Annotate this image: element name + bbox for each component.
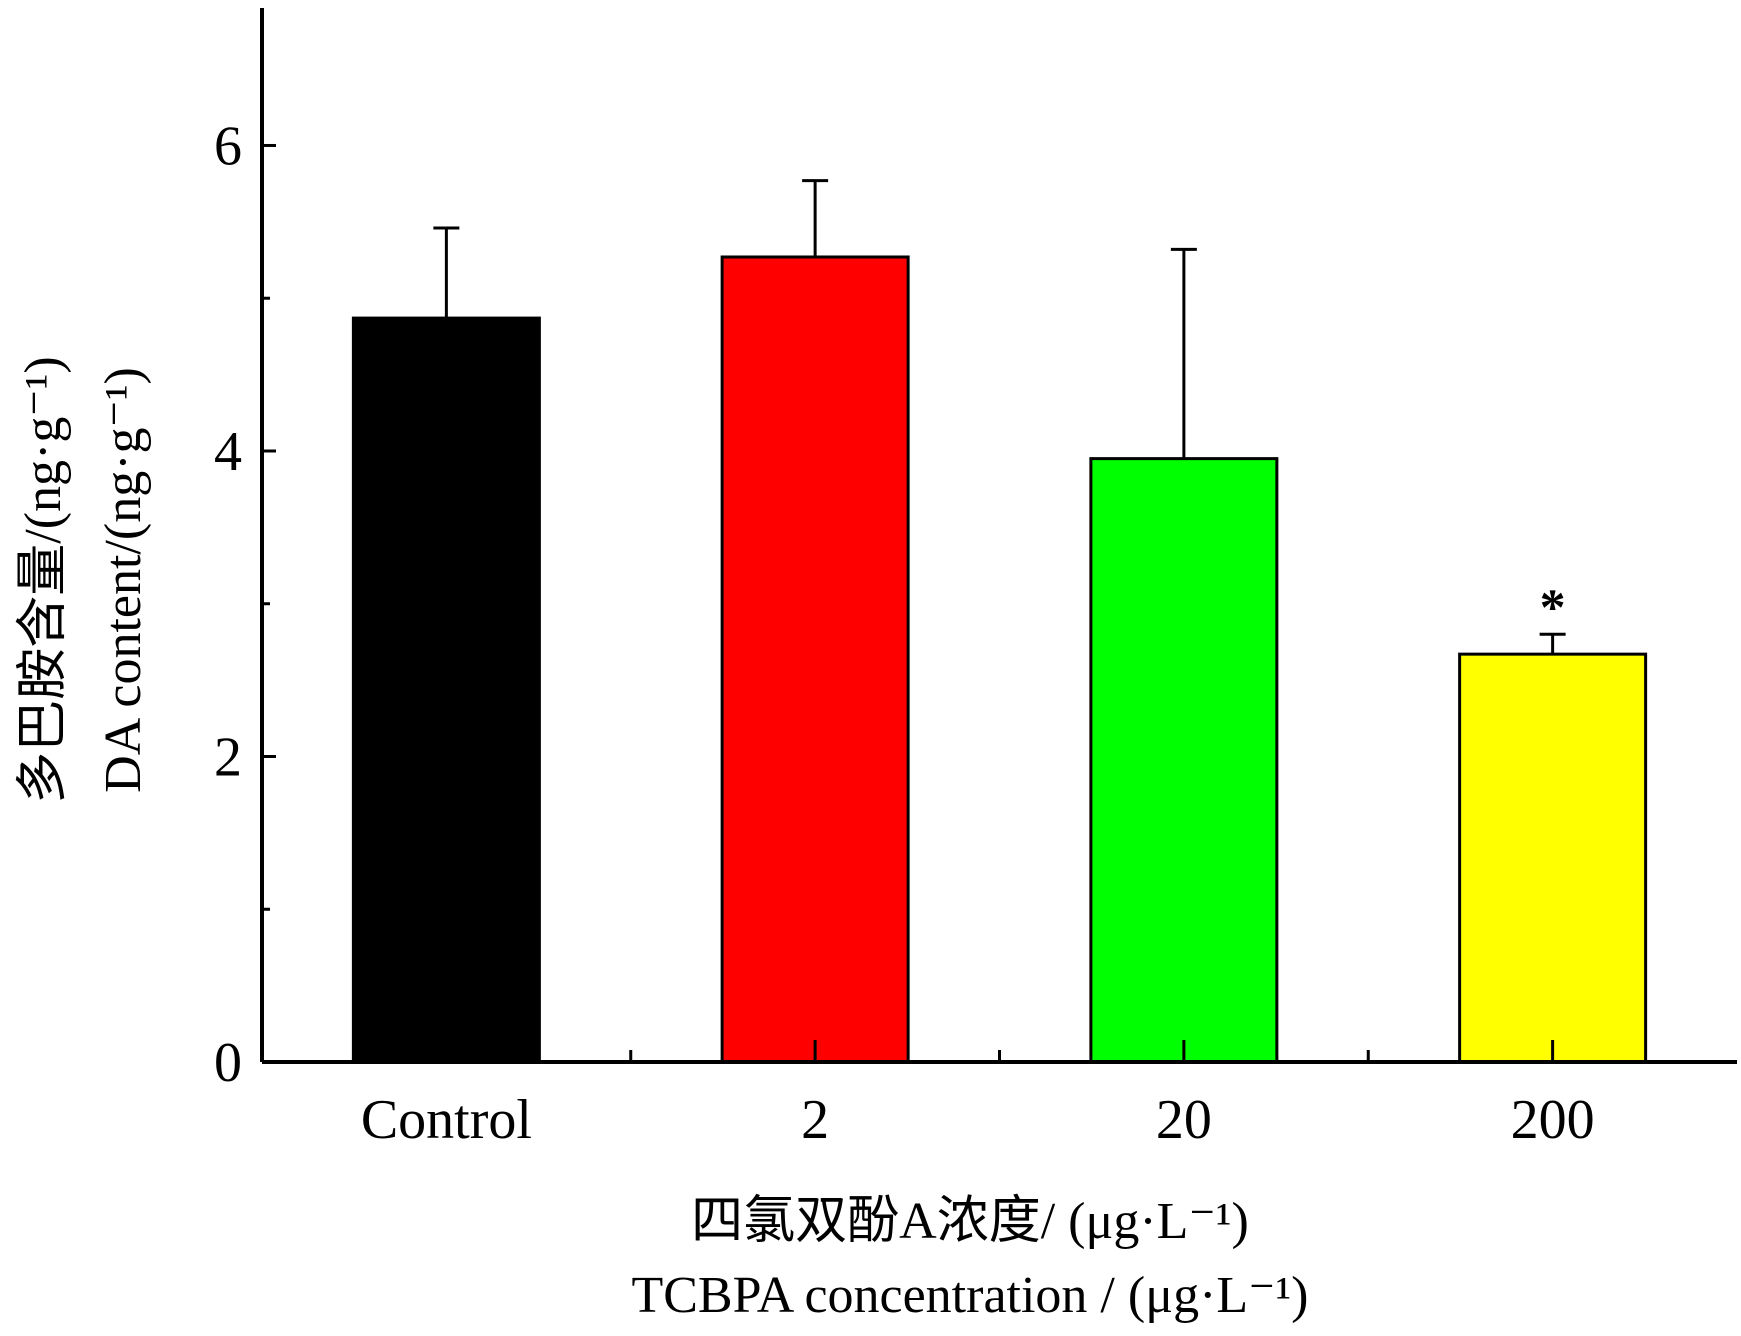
bars-layer <box>351 179 1648 1064</box>
y-axis-title-en: DA content/(ng·g⁻¹) <box>95 367 152 793</box>
x-tick-label: 20 <box>1156 1089 1212 1151</box>
x-tick-label: 2 <box>801 1089 829 1151</box>
bar <box>720 255 910 1064</box>
x-axis-title-en: TCBPA concentration / (μg·L⁻¹) <box>631 1267 1308 1324</box>
bar <box>351 316 541 1064</box>
y-tick-label: 2 <box>214 726 242 788</box>
y-tick-label: 0 <box>214 1032 242 1094</box>
significance-mark: * <box>1540 579 1566 636</box>
x-axis-title-cn: 四氯双酚A浓度/ (μg·L⁻¹) <box>691 1193 1249 1250</box>
x-tick-label: Control <box>361 1089 532 1151</box>
y-tick-label: 4 <box>214 421 242 483</box>
axes-layer <box>260 8 1737 1064</box>
labels-layer: 四氯双酚A浓度/ (μg·L⁻¹) TCBPA concentration / … <box>15 115 1595 1324</box>
y-axis-title-cn: 多巴胺含量/(ng·g⁻¹) <box>15 356 72 803</box>
y-tick-label: 6 <box>214 115 242 177</box>
x-tick-label: 200 <box>1511 1089 1595 1151</box>
bar <box>1458 652 1648 1064</box>
bar <box>1089 457 1279 1064</box>
